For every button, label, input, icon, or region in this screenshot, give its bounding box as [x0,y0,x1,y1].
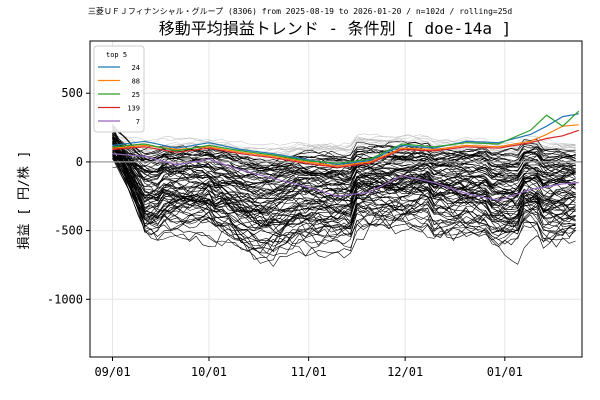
background-series-line [112,142,576,193]
y-ticks: -1000 -500 0 500 [47,86,90,306]
background-series-line [112,137,576,254]
y-axis-label: 損益 [ 円/株 ] [17,151,32,250]
x-tick-label: 09/01 [94,365,130,379]
x-tick-label: 12/01 [387,365,423,379]
legend-items: 24 88 25 139 7 [98,64,140,126]
series-line-139 [112,129,579,169]
top-series-lines [112,110,580,202]
background-series-line [112,134,576,158]
background-series-line [112,138,576,241]
legend-label-24: 24 [132,64,140,72]
background-series-line [112,134,576,242]
background-series-line [112,156,576,244]
x-tick-label: 01/01 [487,365,523,379]
background-series-line [112,131,576,214]
background-series-line [112,150,576,256]
background-series-line [112,147,576,196]
background-series-line [112,139,576,162]
chart-suptitle: 三菱ＵＦＪフィナンシャル・グループ (8306) from 2025-08-19… [87,7,513,16]
background-series-line [112,157,576,249]
chart-title: 移動平均損益トレンド - 条件別 [ doe-14a ] [158,19,512,38]
background-series-line [112,142,576,240]
legend-label-25: 25 [132,91,140,99]
x-ticks: 09/01 10/01 11/01 12/01 01/01 [94,357,523,379]
background-series-line [112,126,576,228]
series-line-24 [112,113,579,166]
background-series-line [112,124,576,173]
x-tick-label: 11/01 [291,365,327,379]
y-tick-label: -500 [54,224,83,238]
series-line-7 [112,153,579,202]
background-series-line [112,155,576,257]
y-tick-label: 500 [61,86,83,100]
background-series-line [112,143,576,221]
legend-title: top 5 [106,51,127,59]
legend-label-7: 7 [136,118,140,126]
legend: top 5 24 88 25 139 7 [93,45,145,133]
series-line-25 [112,110,580,164]
legend-label-88: 88 [132,78,140,86]
legend-label-139: 139 [127,105,140,113]
background-series-line [112,138,576,169]
background-series-line [112,135,576,188]
plot-frame [89,40,583,358]
background-series-line [112,136,576,247]
y-tick-label: 0 [76,155,83,169]
y-tick-label: -1000 [47,292,83,306]
background-series-line [112,133,576,158]
background-lines [112,124,576,268]
background-series-line [112,133,576,264]
x-tick-label: 10/01 [191,365,227,379]
background-series-line [112,136,576,265]
background-series-line [112,154,576,182]
background-series-line [112,133,576,157]
grid [90,41,582,357]
background-series-line [112,146,576,200]
background-series-line [112,151,576,229]
